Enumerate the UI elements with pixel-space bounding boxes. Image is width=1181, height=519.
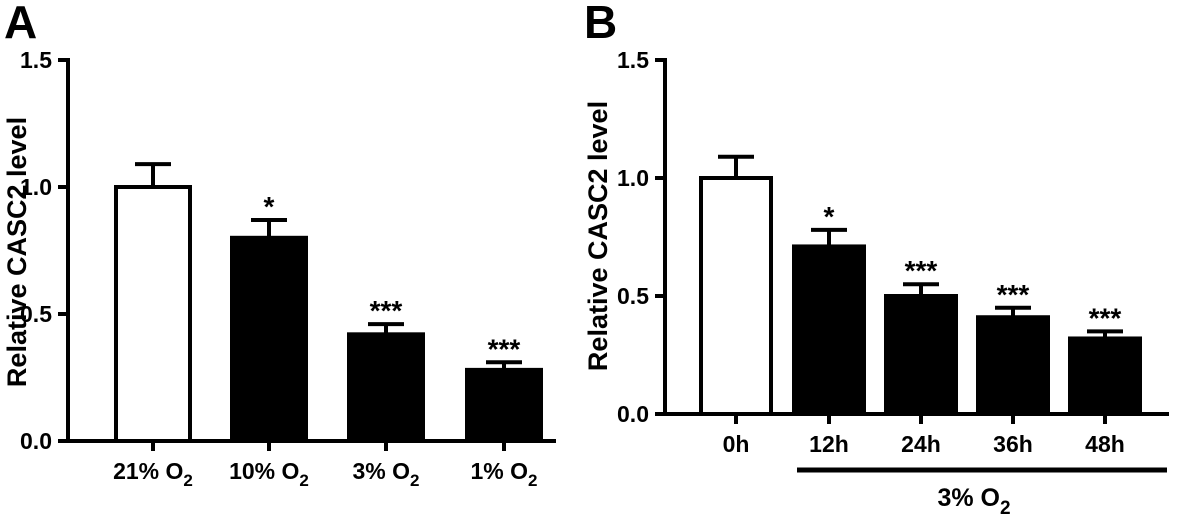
y-tick-label: 1.5 bbox=[20, 47, 52, 73]
bar bbox=[114, 185, 192, 443]
bars-b: ********** bbox=[699, 154, 1142, 417]
significance-label: * bbox=[824, 201, 835, 232]
panel-a: A Relative CASC2 level 0.00.51.01.5 ****… bbox=[2, 0, 556, 490]
category-label: 21% O2 bbox=[113, 458, 193, 490]
bar bbox=[699, 176, 773, 416]
y-ticks-a: 0.0 0.5 1.0 1.5 bbox=[20, 47, 68, 454]
bar bbox=[884, 294, 958, 416]
y-tick-label: 1.0 bbox=[617, 165, 649, 191]
bars-a: ******* bbox=[114, 162, 543, 444]
bar bbox=[347, 332, 425, 444]
categories-a: 21% O2 10% O2 3% O2 1% O2 bbox=[113, 441, 538, 490]
y-axis-label-b: Relative CASC2 level bbox=[583, 101, 613, 371]
category-label: 3% O2 bbox=[353, 458, 420, 490]
significance-label: *** bbox=[1089, 302, 1122, 333]
axes-a bbox=[66, 58, 556, 443]
axes-b bbox=[663, 58, 1169, 416]
bar bbox=[1068, 336, 1142, 417]
significance-label: *** bbox=[997, 279, 1030, 310]
category-label: 24h bbox=[901, 431, 941, 457]
y-tick-label: 0.5 bbox=[617, 283, 649, 309]
bar bbox=[792, 244, 866, 416]
significance-label: *** bbox=[488, 333, 521, 364]
panel-letter-b: B bbox=[584, 0, 617, 48]
significance-label: * bbox=[264, 191, 275, 222]
treatment-bracket: 3% O2 bbox=[797, 467, 1167, 519]
panel-letter-a: A bbox=[4, 0, 37, 48]
significance-label: *** bbox=[370, 295, 403, 326]
y-ticks-b: 0.0 0.5 1.0 1.5 bbox=[617, 47, 665, 427]
y-tick-label: 0.0 bbox=[20, 428, 52, 454]
y-tick-label: 0.5 bbox=[20, 301, 52, 327]
category-label: 36h bbox=[993, 431, 1033, 457]
y-axis-label-a: Relative CASC2 level bbox=[2, 117, 32, 387]
bar bbox=[976, 315, 1050, 416]
category-label: 1% O2 bbox=[471, 458, 538, 490]
y-tick-label: 1.5 bbox=[617, 47, 649, 73]
bracket-label: 3% O2 bbox=[937, 484, 1010, 519]
category-label: 0h bbox=[723, 431, 750, 457]
y-tick-label: 1.0 bbox=[20, 174, 52, 200]
category-label: 48h bbox=[1085, 431, 1125, 457]
category-label: 12h bbox=[809, 431, 849, 457]
bar bbox=[230, 235, 308, 443]
bar bbox=[465, 367, 543, 444]
category-label: 10% O2 bbox=[229, 458, 309, 490]
y-tick-label: 0.0 bbox=[617, 401, 649, 427]
panel-b: B Relative CASC2 level 0.00.51.01.5 ****… bbox=[583, 0, 1169, 519]
categories-b: 0h 12h 24h 36h 48h bbox=[723, 414, 1125, 457]
significance-label: *** bbox=[905, 255, 938, 286]
